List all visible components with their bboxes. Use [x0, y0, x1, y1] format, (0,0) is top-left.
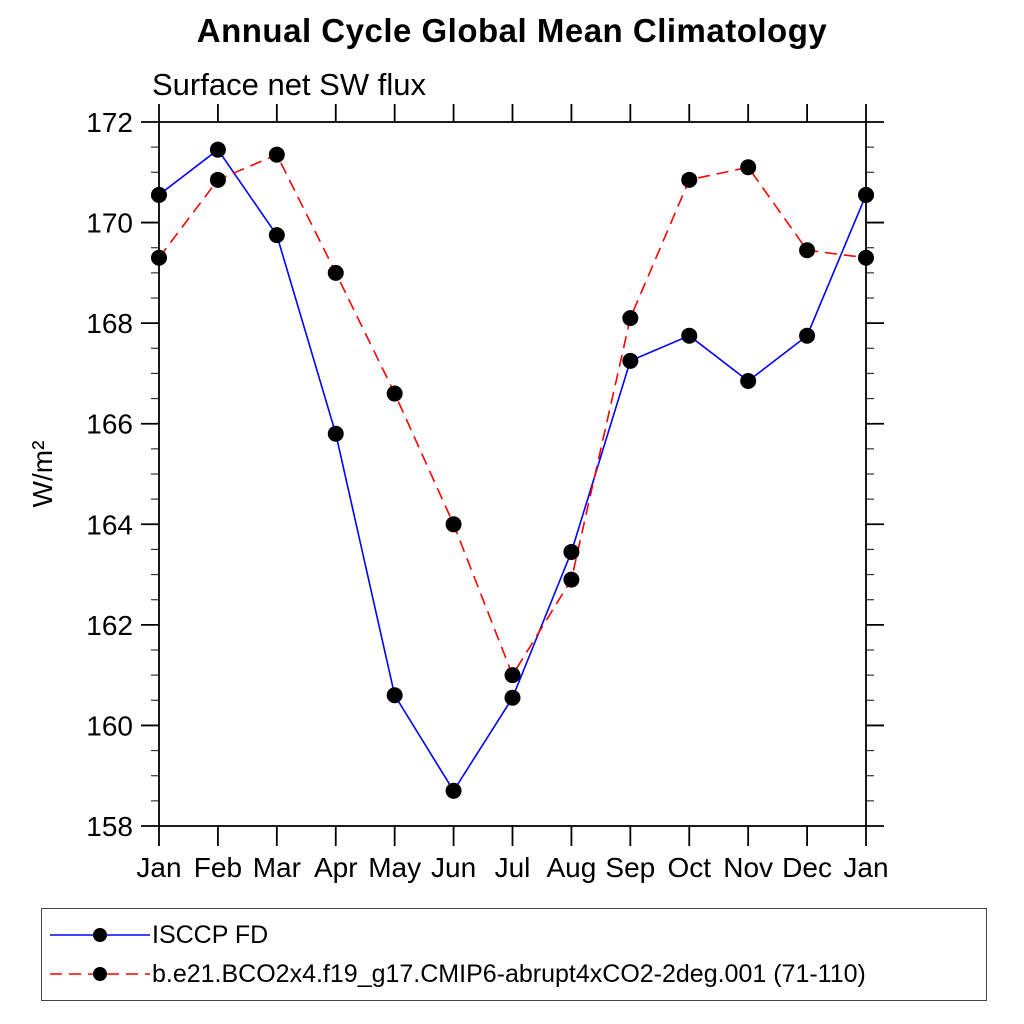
series-0-marker: [268, 227, 285, 244]
legend-item-1: b.e21.BCO2x4.f19_g17.CMIP6-abrupt4xCO2-2…: [48, 961, 986, 987]
x-tick-label: Feb: [194, 852, 242, 883]
x-tick-label: Jun: [431, 852, 476, 883]
y-tick-label: 170: [86, 208, 133, 239]
x-tick-label: Aug: [547, 852, 597, 883]
series-0-marker: [563, 543, 580, 560]
legend-line-sample-solid: [50, 928, 150, 942]
x-tick-label: Dec: [782, 852, 832, 883]
series-1-marker: [799, 242, 816, 259]
series-1-marker: [563, 571, 580, 588]
series-1-marker: [268, 146, 285, 163]
x-tick-label: Jan: [843, 852, 888, 883]
x-tick-label: Nov: [723, 852, 773, 883]
y-axis-title: W/m²: [27, 441, 58, 508]
series-0-marker: [504, 689, 521, 706]
series-1-marker: [681, 171, 698, 188]
legend-line-sample-dashed: [50, 967, 150, 981]
plot-frame: [158, 121, 867, 827]
x-tick-label: Oct: [667, 852, 711, 883]
series-line-1: [158, 153, 867, 677]
legend-marker-icon: [93, 928, 107, 942]
y-tick-label: 172: [86, 107, 133, 138]
y-tick-label: 164: [86, 509, 133, 540]
x-tick-label: May: [368, 852, 421, 883]
y-tick-label: 160: [86, 710, 133, 741]
series-0-marker: [445, 782, 462, 799]
chart-title: Annual Cycle Global Mean Climatology: [196, 12, 828, 49]
series-0-marker: [740, 372, 757, 389]
legend-label: ISCCP FD: [152, 920, 269, 949]
series-1-marker: [740, 159, 757, 176]
chart-subtitle: Surface net SW flux: [152, 67, 426, 102]
x-tick-label: Jan: [136, 852, 181, 883]
series-1-marker: [386, 385, 403, 402]
series-0-marker: [858, 186, 874, 203]
legend-marker-icon: [93, 967, 107, 981]
x-tick-label: Apr: [314, 852, 358, 883]
series-1-marker: [858, 249, 874, 266]
y-tick-label: 162: [86, 610, 133, 641]
series-0-marker: [386, 687, 403, 704]
y-tick-label: 168: [86, 308, 133, 339]
series-1-marker: [151, 249, 167, 266]
series-0-marker: [799, 327, 816, 344]
legend-item-0: ISCCP FD: [48, 922, 986, 948]
series-1-marker: [622, 310, 639, 327]
x-tick-label: Jul: [495, 852, 531, 883]
y-tick-label: 166: [86, 409, 133, 440]
series-0-marker: [327, 425, 344, 442]
x-tick-label: Mar: [253, 852, 301, 883]
legend: ISCCP FD b.e21.BCO2x4.f19_g17.CMIP6-abrup…: [41, 908, 987, 1001]
series-1-marker: [327, 264, 344, 281]
series-0-marker: [622, 352, 639, 369]
x-tick-label: Sep: [605, 852, 655, 883]
series-1-marker: [209, 171, 226, 188]
series-0-marker: [209, 141, 226, 158]
legend-label: b.e21.BCO2x4.f19_g17.CMIP6-abrupt4xCO2-2…: [152, 959, 866, 988]
y-tick-label: 158: [86, 811, 133, 842]
series-1-marker: [504, 667, 521, 684]
series-0-marker: [681, 327, 698, 344]
series-0-marker: [151, 186, 167, 203]
series-1-marker: [445, 516, 462, 533]
